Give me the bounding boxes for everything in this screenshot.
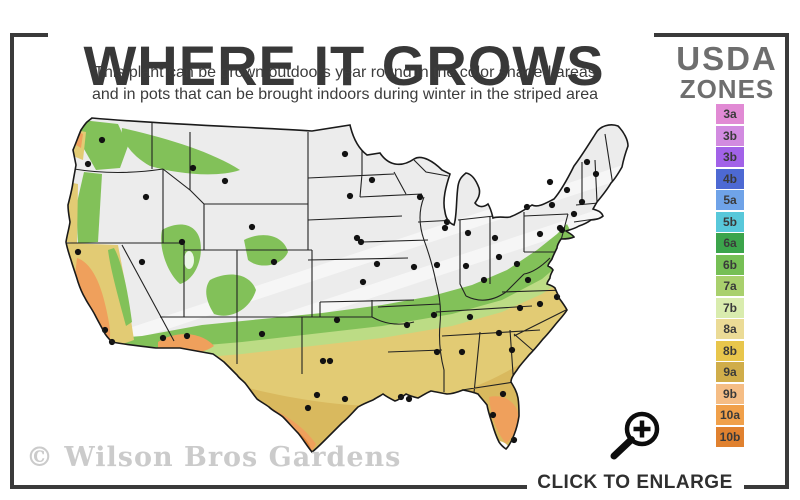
zone-swatch-3b: 3b (716, 125, 744, 146)
subtitle: This plant can be grown outdoors year ro… (20, 62, 670, 105)
legend-heading-usda: USDA (676, 40, 778, 77)
frame-bottom-right (744, 485, 789, 489)
zone-swatch-5a: 5a (716, 190, 744, 210)
page-title: WHERE IT GROWS (83, 33, 605, 97)
zone-swatch-10a: 10a (716, 405, 744, 425)
frame-top-right (654, 33, 789, 37)
watermark: © Wilson Bros Gardens (26, 442, 402, 473)
subtitle-line-1: This plant can be grown outdoors year ro… (94, 64, 596, 81)
usda-zone-map[interactable] (62, 112, 662, 462)
subtitle-line-2: and in pots that can be brought indoors … (91, 85, 599, 103)
frame-top-left (10, 33, 48, 37)
click-to-enlarge-button[interactable]: CLICK TO ENLARGE (537, 472, 733, 493)
frame-right (785, 33, 789, 489)
zone-region-nw-green (80, 120, 128, 170)
frame-bottom-left (10, 485, 527, 489)
zone-region-oregon-green (76, 172, 102, 243)
zone-region-idaho-green (121, 128, 240, 175)
zone-swatch-7a: 7a (716, 276, 744, 296)
legend-heading: USDA ZONES (664, 42, 790, 104)
zone-list: 3a 3b 3b 4b 5a 5b 6a 6b 7a 7b 8a 8b 9a 9b 10a 10b (716, 104, 744, 448)
zone-region-az-nm-green (206, 274, 256, 316)
zone-swatch-7b: 7b (716, 297, 744, 318)
zone-swatch-10b: 10b (716, 426, 744, 447)
zone-region-california-orange (75, 258, 111, 343)
great-salt-lake (184, 251, 194, 269)
zone-swatch-4b: 4b (716, 168, 744, 189)
zone-swatch-9b: 9b (716, 383, 744, 404)
legend-heading-zones: ZONES (679, 74, 775, 104)
zone-swatch-6a: 6a (716, 233, 744, 253)
zone-swatch-5b: 5b (716, 211, 744, 232)
zone-swatch-9a: 9a (716, 362, 744, 382)
zone-swatch-3b: 3b (716, 147, 744, 167)
city-dots (74, 136, 600, 444)
zone-region-sierra-green (108, 248, 132, 326)
magnifier-plus-icon[interactable] (606, 404, 670, 466)
zone-swatch-3a: 3a (716, 104, 744, 124)
zone-region-nv-ut-green (161, 224, 201, 284)
zone-swatch-6b: 6b (716, 254, 744, 275)
zone-swatch-8b: 8b (716, 340, 744, 361)
zone-swatch-8a: 8a (716, 319, 744, 339)
state-borders (67, 122, 615, 394)
zone-region-florida-orange (489, 396, 519, 443)
frame-left (10, 33, 14, 489)
